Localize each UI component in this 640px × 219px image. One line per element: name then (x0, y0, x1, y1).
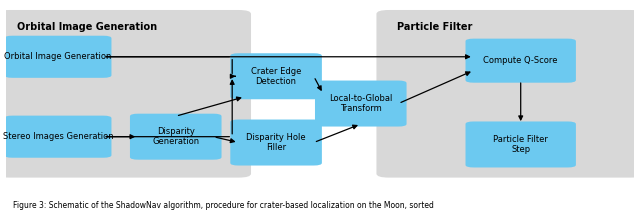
Text: Local-to-Global
Transform: Local-to-Global Transform (329, 94, 392, 113)
FancyBboxPatch shape (230, 53, 322, 99)
FancyBboxPatch shape (230, 120, 322, 166)
FancyBboxPatch shape (130, 114, 221, 160)
FancyBboxPatch shape (376, 10, 640, 178)
Text: Stereo Images Generation: Stereo Images Generation (3, 132, 113, 141)
Text: Figure 3: Schematic of the ShadowNav algorithm, procedure for crater-based local: Figure 3: Schematic of the ShadowNav alg… (13, 201, 433, 210)
Text: Particle Filter
Step: Particle Filter Step (493, 135, 548, 154)
Text: Crater Edge
Detection: Crater Edge Detection (251, 67, 301, 86)
FancyBboxPatch shape (4, 36, 111, 78)
Text: Disparity
Generation: Disparity Generation (152, 127, 199, 146)
Text: Orbital Image Generation: Orbital Image Generation (4, 52, 111, 61)
FancyBboxPatch shape (0, 10, 251, 178)
Text: Orbital Image Generation: Orbital Image Generation (17, 22, 157, 32)
FancyBboxPatch shape (465, 122, 576, 168)
Text: Particle Filter: Particle Filter (397, 22, 472, 32)
FancyBboxPatch shape (315, 81, 406, 127)
Text: Disparity Hole
Filler: Disparity Hole Filler (246, 133, 306, 152)
Text: Compute Q-Score: Compute Q-Score (483, 56, 558, 65)
FancyBboxPatch shape (465, 39, 576, 83)
FancyBboxPatch shape (4, 116, 111, 158)
